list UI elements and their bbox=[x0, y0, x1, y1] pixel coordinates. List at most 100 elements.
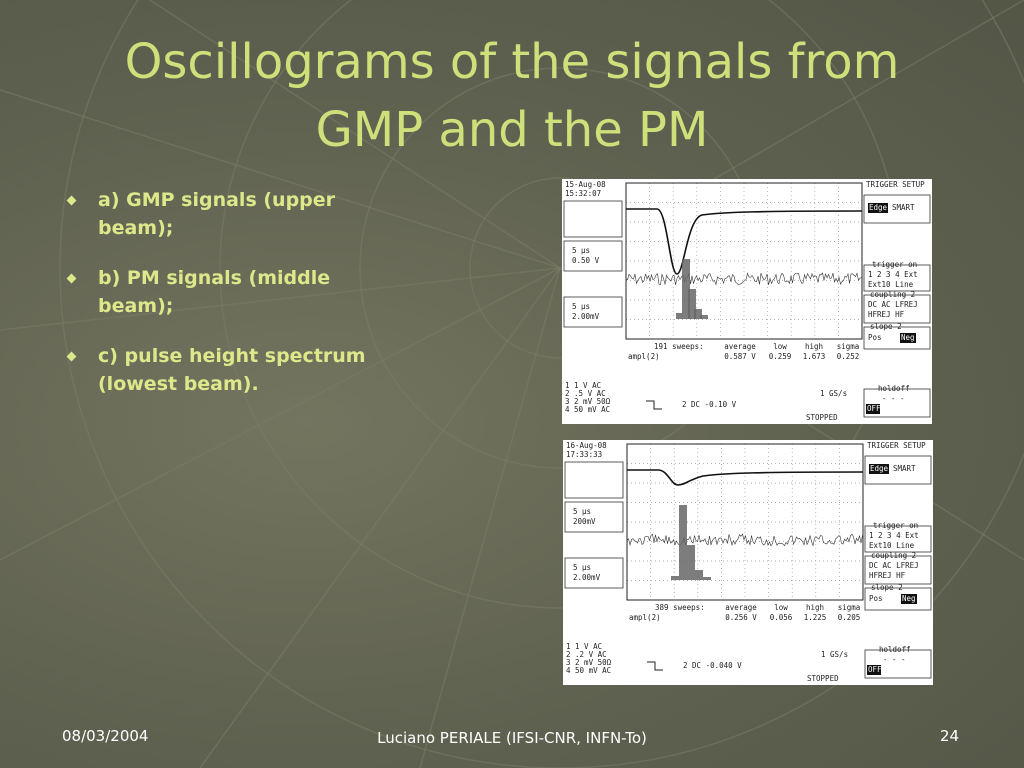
measure-label: high bbox=[806, 603, 824, 612]
grid-frame bbox=[626, 443, 864, 601]
bullet: c) pulse height spectrum (lowest beam). bbox=[62, 342, 408, 398]
beam-time: 5 µs bbox=[573, 507, 591, 516]
measure-value: 0.587 V bbox=[724, 352, 756, 361]
scope-time: 17:33:33 bbox=[566, 450, 602, 459]
panel-box bbox=[864, 555, 932, 585]
slope: slope 2 bbox=[871, 583, 903, 592]
slope: slope 2 bbox=[870, 322, 902, 331]
spectrum-bar bbox=[700, 315, 708, 319]
sources: 1 2 3 4 Ext bbox=[869, 531, 919, 540]
measure-label: average bbox=[725, 603, 757, 612]
spectrum-bar bbox=[703, 577, 711, 580]
beam-volts: 0.50 V bbox=[572, 256, 600, 265]
panel-box bbox=[863, 326, 931, 350]
scope-time: 15:32:07 bbox=[565, 189, 601, 198]
bullet: b) PM signals (middle beam); bbox=[62, 264, 408, 320]
title-line: Oscillograms of the signals from bbox=[124, 34, 900, 90]
measure-value: 0.056 bbox=[770, 613, 793, 622]
rate: 1 GS/s bbox=[821, 650, 848, 659]
sweeps: 389 sweeps: bbox=[655, 603, 705, 612]
middle-trace bbox=[625, 272, 862, 286]
upper-trace bbox=[626, 208, 863, 275]
measure-value: 1.673 bbox=[803, 352, 826, 361]
trigger-mode: SMART bbox=[892, 203, 915, 212]
sources2: Ext10 Line bbox=[869, 541, 915, 550]
beam-time: 5 µs bbox=[572, 246, 590, 255]
holdoff-opts: OFF Time Evts bbox=[867, 404, 926, 413]
trigger-on: trigger on bbox=[873, 521, 918, 530]
panel-box bbox=[863, 388, 931, 418]
panel-box bbox=[564, 501, 624, 533]
channel: 2 .5 V AC bbox=[565, 389, 606, 398]
measure-label: low bbox=[774, 603, 788, 612]
panel-box bbox=[564, 461, 624, 499]
trigger-mode: SMART bbox=[893, 464, 916, 473]
channel: 3 2 mV 50Ω bbox=[566, 658, 612, 667]
panel-box bbox=[863, 264, 931, 292]
beam-volts: 2.00mV bbox=[572, 312, 600, 321]
holdoff-val: - - - bbox=[882, 394, 905, 403]
coupling-opts2: HFREJ HF bbox=[869, 571, 906, 580]
holdoff: holdoff bbox=[878, 384, 910, 393]
holdoff: holdoff bbox=[879, 645, 911, 654]
measure-label: sigma bbox=[838, 603, 861, 612]
footer-date: 08/03/2004 bbox=[62, 727, 149, 745]
channel: 4 50 mV AC bbox=[565, 405, 610, 414]
channel: 3 2 mV 50Ω bbox=[565, 397, 611, 406]
slope-opt: Pos bbox=[868, 333, 882, 342]
trigger-setup: TRIGGER SETUP bbox=[867, 441, 926, 450]
scope-date: 16-Aug-08 bbox=[566, 441, 607, 450]
trigger-on: trigger on bbox=[872, 260, 917, 269]
channel: 1 1 V AC bbox=[566, 642, 602, 651]
offset: 2 DC -0.040 V bbox=[683, 661, 742, 670]
footer-author: Luciano PERIALE (IFSI-CNR, INFN-To) bbox=[377, 729, 647, 747]
slope-opt: Neg bbox=[902, 594, 916, 603]
coupling: coupling 2 bbox=[871, 551, 916, 560]
scope-date: 15-Aug-08 bbox=[565, 180, 606, 189]
selected bbox=[901, 594, 917, 604]
beam-time: 5 µs bbox=[572, 302, 590, 311]
status: STOPPED bbox=[807, 674, 839, 683]
panel-box bbox=[863, 294, 931, 324]
panel-box bbox=[864, 455, 932, 485]
trigger-setup: TRIGGER SETUP bbox=[866, 180, 925, 189]
panel-box bbox=[863, 194, 931, 224]
measure-value: 0.259 bbox=[769, 352, 792, 361]
measure-label: high bbox=[805, 342, 823, 351]
channel: 2 .2 V AC bbox=[566, 650, 607, 659]
bullet-list: a) GMP signals (upper beam); b) PM signa… bbox=[62, 186, 462, 420]
beam-volts: 200mV bbox=[573, 517, 596, 526]
upper-trace bbox=[627, 469, 864, 486]
panel-box bbox=[564, 557, 624, 589]
measure-label: average bbox=[724, 342, 756, 351]
spectrum-bar bbox=[676, 313, 682, 319]
measure-name: ampl(2) bbox=[628, 352, 660, 361]
step-icon bbox=[646, 400, 662, 410]
beam-volts: 2.00mV bbox=[573, 573, 601, 582]
panel-box bbox=[563, 240, 623, 272]
coupling-opts: DC AC LFREJ bbox=[868, 300, 918, 309]
panel-box bbox=[864, 525, 932, 553]
holdoff-val: - - - bbox=[883, 655, 906, 664]
spectrum-bar bbox=[695, 570, 703, 580]
selected bbox=[867, 665, 881, 675]
coupling: coupling 2 bbox=[870, 290, 915, 299]
measure-label: low bbox=[773, 342, 787, 351]
panel-box bbox=[563, 296, 623, 328]
channel: 1 1 V AC bbox=[565, 381, 601, 390]
coupling-opts2: HFREJ HF bbox=[868, 310, 905, 319]
measure-label: sigma bbox=[837, 342, 860, 351]
selected bbox=[900, 333, 916, 343]
middle-trace bbox=[626, 533, 863, 547]
selected bbox=[866, 404, 880, 414]
grid-frame bbox=[625, 182, 863, 340]
trigger-mode: Edge bbox=[870, 464, 889, 473]
step-icon bbox=[647, 661, 663, 671]
holdoff-opts: OFF Time Evts bbox=[868, 665, 927, 674]
channel: 4 50 mV AC bbox=[566, 666, 611, 675]
footer-page: 24 bbox=[940, 727, 960, 745]
spectrum-bar bbox=[682, 259, 690, 319]
spectrum-bar bbox=[694, 309, 702, 319]
